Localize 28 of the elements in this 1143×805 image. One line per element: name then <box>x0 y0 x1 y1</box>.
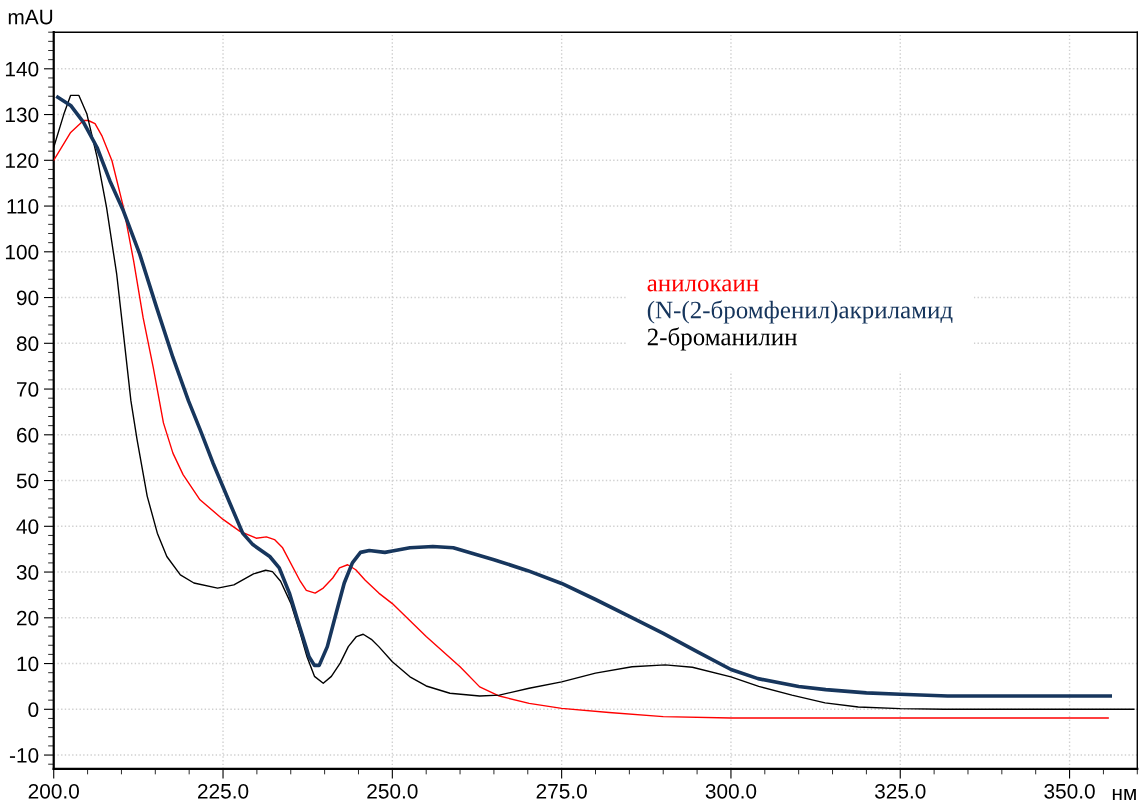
y-tick-label: 10 <box>17 656 39 672</box>
y-tick-label: 70 <box>17 382 39 397</box>
y-tick-label: 0 <box>28 702 39 718</box>
x-tick-label: 225.0 <box>198 783 249 799</box>
y-tick-label: 30 <box>16 565 39 580</box>
y-tick-label: 50 <box>16 473 39 489</box>
text: 2-броманилин <box>647 327 797 351</box>
y-tick-label: -10 <box>9 748 39 763</box>
text: (N-(2-бромфенил)акриламид <box>647 300 953 324</box>
x-tick-label: 350.0 <box>1044 783 1095 799</box>
y-tick-label: 110 <box>7 199 39 214</box>
y-tick-label: 60 <box>17 427 39 443</box>
x-axis-title: нм <box>1112 789 1136 801</box>
y-tick-label: 80 <box>16 336 39 352</box>
x-tick-label: 275.0 <box>536 783 587 799</box>
y-tick-label: 140 <box>5 61 39 77</box>
x-tick-label: 300.0 <box>705 783 757 799</box>
y-tick-label: 130 <box>5 107 39 123</box>
x-tick-label: 325.0 <box>874 783 926 799</box>
x-tick-label: 200.0 <box>28 783 79 799</box>
text: анилокаин <box>647 279 759 292</box>
y-tick-label: 90 <box>16 290 39 306</box>
y-tick-label: 120 <box>5 153 39 169</box>
y-tick-label: 40 <box>16 519 39 535</box>
y-tick-label: 100 <box>5 244 39 260</box>
y-tick-label: 20 <box>17 610 39 626</box>
x-tick-label: 250.0 <box>367 783 418 799</box>
y-axis-title: mAU <box>8 9 53 25</box>
